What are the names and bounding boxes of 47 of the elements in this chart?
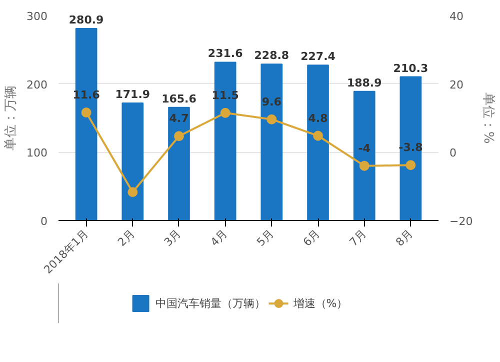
point: [220, 108, 230, 118]
bar: [400, 76, 422, 220]
y2-tick-label: 0: [450, 146, 456, 160]
data-label: 280.9: [68, 14, 104, 27]
legend-label: 中国汽车销量（万辆）: [155, 296, 266, 310]
point: [128, 187, 138, 198]
point: [406, 160, 416, 170]
data-label: 227.4: [300, 50, 336, 64]
y-tick-label: 200: [26, 78, 48, 92]
y2-tick-label: −20: [450, 215, 473, 228]
bar: [168, 106, 190, 220]
y-axis-title: 单位：万辆: [4, 86, 19, 150]
data-label: 210.3: [393, 62, 428, 75]
bar: [75, 28, 98, 220]
data-label: 171.9: [115, 88, 150, 102]
bar: [214, 62, 236, 220]
data-label: 188.9: [346, 76, 382, 90]
legend-label: 增速（%）: [293, 296, 348, 310]
data-label: -4: [358, 142, 371, 155]
data-label: 165.6: [162, 92, 197, 106]
x-tick-label: 3月: [162, 226, 184, 249]
bar: [122, 102, 144, 220]
data-label: 9.6: [262, 95, 282, 108]
bar: [260, 64, 283, 220]
point: [359, 160, 370, 171]
data-label: 4.8: [308, 112, 328, 125]
y2-tick-label: 40: [450, 10, 464, 23]
point: [266, 114, 277, 124]
y-tick-label: 100: [26, 146, 48, 160]
y2-tick-label: 20: [450, 78, 464, 92]
y2-axis-title: 单位：%: [480, 92, 496, 144]
data-label: 228.8: [254, 49, 290, 62]
x-tick-label: 5月: [254, 226, 276, 249]
x-tick-label: 4月: [208, 226, 230, 249]
x-tick-label: 2月: [115, 226, 138, 249]
bar: [307, 64, 329, 220]
y-tick-label: 300: [26, 10, 48, 23]
point: [174, 131, 184, 142]
x-tick-label: 6月: [300, 226, 323, 249]
point: [81, 108, 92, 118]
y-tick-label: 0: [40, 215, 48, 228]
bar: [353, 90, 376, 220]
x-tick-label: 8月: [393, 226, 416, 249]
x-tick-label: 7月: [347, 226, 369, 249]
data-label: 231.6: [208, 47, 244, 60]
point: [313, 130, 324, 141]
data-label: 4.7: [169, 112, 189, 126]
